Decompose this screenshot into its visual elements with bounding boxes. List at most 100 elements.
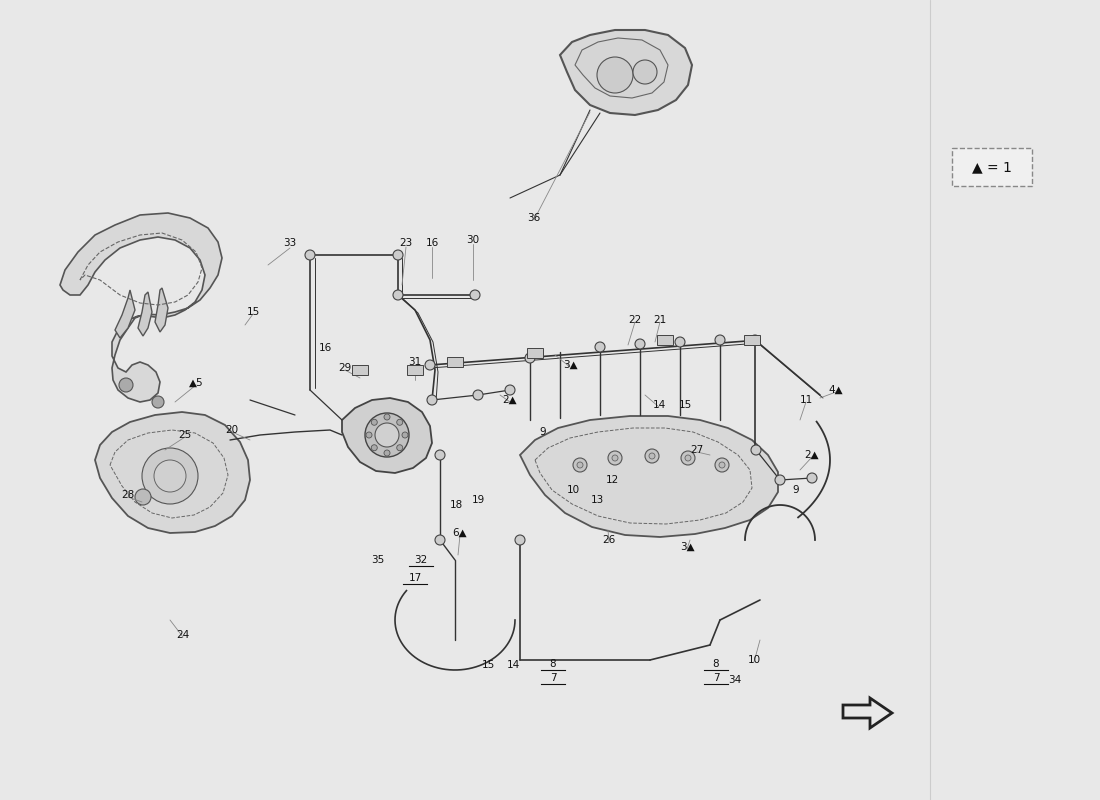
Circle shape: [719, 462, 725, 468]
Text: 8: 8: [550, 659, 557, 669]
Circle shape: [776, 475, 785, 485]
Circle shape: [595, 342, 605, 352]
Circle shape: [597, 57, 632, 93]
Circle shape: [635, 339, 645, 349]
Text: 21: 21: [653, 315, 667, 325]
FancyBboxPatch shape: [952, 148, 1032, 186]
Circle shape: [305, 250, 315, 260]
Text: 29: 29: [339, 363, 352, 373]
Circle shape: [366, 432, 372, 438]
Circle shape: [402, 432, 408, 438]
Text: 31: 31: [408, 357, 421, 367]
Text: 3▲: 3▲: [563, 360, 578, 370]
Text: 35: 35: [372, 555, 385, 565]
Circle shape: [685, 455, 691, 461]
Text: 9: 9: [793, 485, 800, 495]
Text: 30: 30: [466, 235, 480, 245]
FancyBboxPatch shape: [352, 365, 368, 375]
Text: 10: 10: [747, 655, 760, 665]
Text: 7: 7: [713, 673, 719, 683]
Text: 14: 14: [652, 400, 666, 410]
FancyBboxPatch shape: [657, 335, 673, 345]
FancyBboxPatch shape: [447, 357, 463, 367]
Text: 15: 15: [679, 400, 692, 410]
Polygon shape: [843, 698, 892, 728]
Circle shape: [397, 445, 403, 450]
Polygon shape: [95, 412, 250, 533]
Circle shape: [751, 445, 761, 455]
Circle shape: [152, 396, 164, 408]
Circle shape: [375, 423, 399, 447]
Polygon shape: [342, 398, 432, 473]
Text: 8: 8: [713, 659, 719, 669]
Text: 16: 16: [426, 238, 439, 248]
Polygon shape: [60, 213, 222, 402]
Text: 10: 10: [566, 485, 580, 495]
Text: ▲5: ▲5: [189, 378, 204, 388]
Polygon shape: [520, 416, 778, 537]
Circle shape: [119, 378, 133, 392]
Circle shape: [612, 455, 618, 461]
Polygon shape: [155, 288, 168, 332]
Text: 4▲: 4▲: [828, 385, 844, 395]
Text: 7: 7: [550, 673, 557, 683]
Circle shape: [807, 473, 817, 483]
Text: 18: 18: [450, 500, 463, 510]
Text: 6▲: 6▲: [453, 528, 468, 538]
Circle shape: [372, 445, 377, 450]
Polygon shape: [560, 30, 692, 115]
Circle shape: [393, 250, 403, 260]
Text: 23: 23: [399, 238, 412, 248]
Circle shape: [578, 462, 583, 468]
Text: 17: 17: [408, 573, 421, 583]
Polygon shape: [116, 290, 135, 338]
FancyBboxPatch shape: [744, 335, 760, 345]
Circle shape: [384, 414, 390, 420]
Circle shape: [675, 337, 685, 347]
Text: 34: 34: [728, 675, 741, 685]
Text: 27: 27: [691, 445, 704, 455]
Circle shape: [715, 458, 729, 472]
Circle shape: [715, 335, 725, 345]
Circle shape: [434, 450, 446, 460]
Text: 15: 15: [246, 307, 260, 317]
Text: 9: 9: [540, 427, 547, 437]
Text: 15: 15: [482, 660, 495, 670]
Text: ▲ = 1: ▲ = 1: [972, 160, 1012, 174]
Text: 32: 32: [415, 555, 428, 565]
Text: 22: 22: [628, 315, 641, 325]
Circle shape: [645, 449, 659, 463]
FancyBboxPatch shape: [527, 348, 543, 358]
Circle shape: [135, 489, 151, 505]
Polygon shape: [138, 292, 152, 336]
Circle shape: [632, 60, 657, 84]
Text: 14: 14: [506, 660, 519, 670]
Circle shape: [525, 353, 535, 363]
Text: 16: 16: [318, 343, 331, 353]
Circle shape: [750, 335, 760, 345]
Text: 13: 13: [591, 495, 604, 505]
Text: 2▲: 2▲: [503, 395, 517, 405]
Text: 20: 20: [226, 425, 239, 435]
Circle shape: [473, 390, 483, 400]
Circle shape: [573, 458, 587, 472]
Text: 19: 19: [472, 495, 485, 505]
Circle shape: [434, 535, 446, 545]
Text: 28: 28: [121, 490, 134, 500]
Text: 25: 25: [178, 430, 191, 440]
Text: 26: 26: [603, 535, 616, 545]
FancyBboxPatch shape: [407, 365, 424, 375]
Circle shape: [649, 453, 654, 459]
Circle shape: [384, 450, 390, 456]
Text: 3▲: 3▲: [680, 542, 694, 552]
Circle shape: [142, 448, 198, 504]
Text: 36: 36: [527, 213, 540, 223]
Circle shape: [365, 413, 409, 457]
Circle shape: [470, 290, 480, 300]
Circle shape: [515, 535, 525, 545]
Text: 33: 33: [284, 238, 297, 248]
Circle shape: [372, 419, 377, 426]
Text: 12: 12: [605, 475, 618, 485]
Circle shape: [681, 451, 695, 465]
Circle shape: [393, 290, 403, 300]
